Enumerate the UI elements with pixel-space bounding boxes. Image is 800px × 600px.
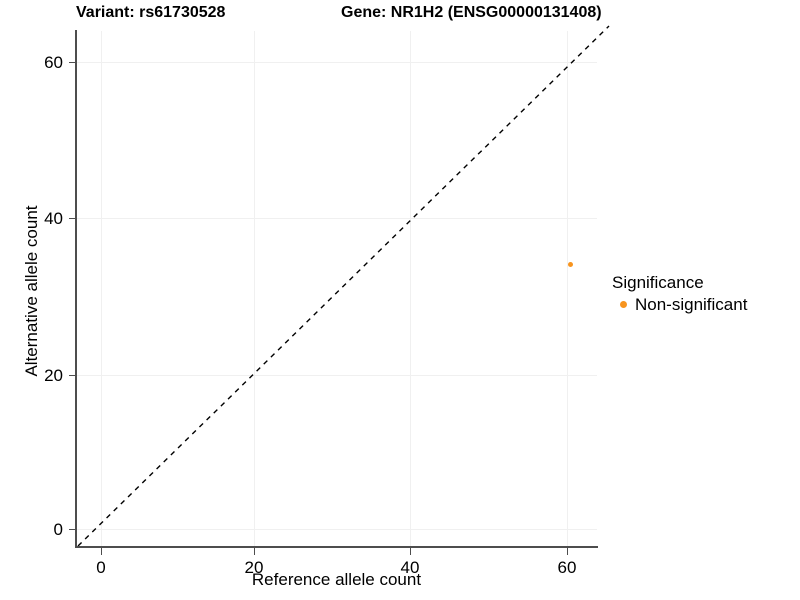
x-tick-label-60: 60 xyxy=(557,558,577,577)
y-axis-label: Alternative allele count xyxy=(22,205,41,377)
y-tick-label-0: 0 xyxy=(53,520,63,539)
x-tick-label-0: 0 xyxy=(96,558,106,577)
legend: Significance Non-significant xyxy=(612,272,792,315)
legend-item-non-significant[interactable]: Non-significant xyxy=(614,293,792,315)
legend-title: Significance xyxy=(612,273,704,292)
data-point-nonsignificant[interactable] xyxy=(568,262,573,267)
x-tick-mark-40 xyxy=(410,548,411,555)
y-tick-mark-20 xyxy=(69,375,76,376)
x-tick-label-40: 40 xyxy=(400,558,420,577)
gridline-y-60 xyxy=(76,62,597,63)
y-axis-label-wrapper: Alternative allele count xyxy=(0,0,41,600)
x-axis-line xyxy=(75,546,598,548)
gridline-y-40 xyxy=(76,218,597,219)
y-tick-label-40: 40 xyxy=(44,209,63,228)
x-tick-mark-0 xyxy=(101,548,102,555)
x-tick-mark-20 xyxy=(254,548,255,555)
y-axis-line xyxy=(75,30,77,548)
gridline-x-20 xyxy=(254,31,255,547)
y-tick-label-60: 60 xyxy=(44,53,63,72)
y-tick-label-20: 20 xyxy=(44,366,63,385)
y-tick-mark-60 xyxy=(69,62,76,63)
x-tick-mark-60 xyxy=(567,548,568,555)
plot-panel xyxy=(76,31,597,547)
gridline-x-60 xyxy=(567,31,568,547)
gridline-y-0 xyxy=(76,529,597,530)
variant-title: Variant: rs61730528 xyxy=(76,4,226,21)
x-axis-label: Reference allele count xyxy=(251,570,422,589)
gridline-x-40 xyxy=(410,31,411,547)
legend-marker-circle-icon xyxy=(614,295,632,313)
figure-title-row: Variant: rs61730528 Gene: NR1H2 (ENSG000… xyxy=(0,4,800,26)
gridline-y-20 xyxy=(76,375,597,376)
y-tick-mark-40 xyxy=(69,218,76,219)
legend-item-label: Non-significant xyxy=(635,294,748,314)
gene-title: Gene: NR1H2 (ENSG00000131408) xyxy=(341,4,602,21)
x-tick-label-20: 20 xyxy=(244,558,264,577)
y-tick-mark-0 xyxy=(69,529,76,530)
gridline-x-0 xyxy=(101,31,102,547)
